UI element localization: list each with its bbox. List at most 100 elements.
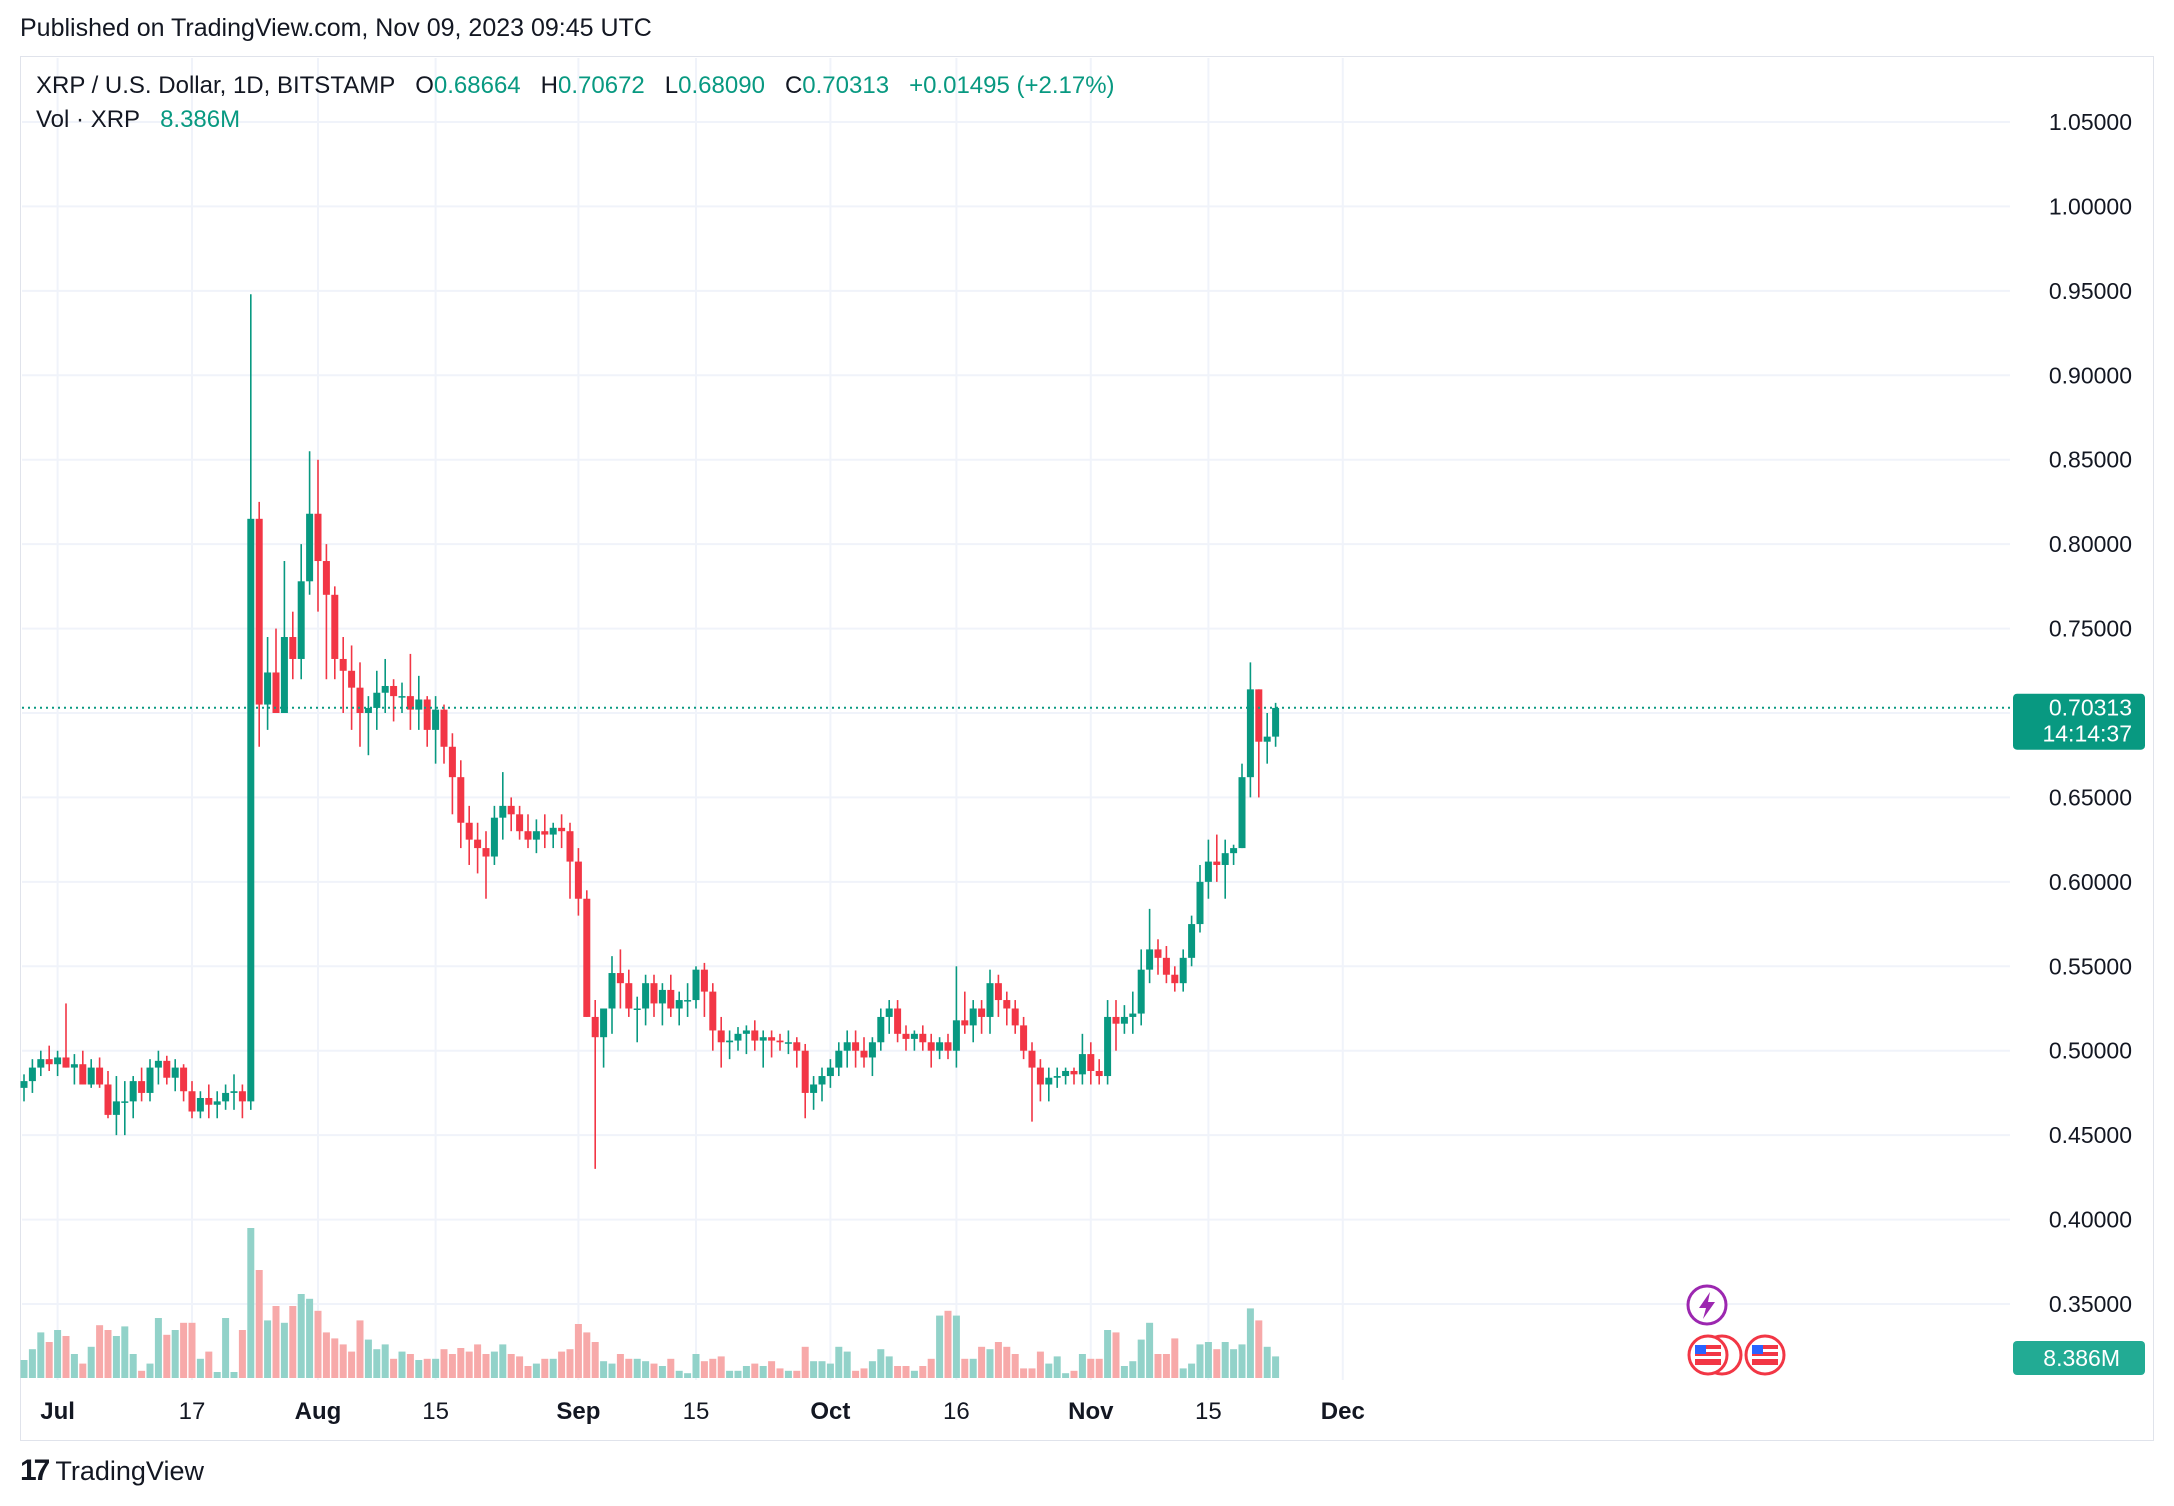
volume-tag-label: 8.386M: [2043, 1345, 2120, 1371]
candle-body: [222, 1092, 230, 1102]
candle-body: [1045, 1077, 1053, 1085]
candle-body: [1120, 1016, 1128, 1024]
volume-bar: [238, 1330, 246, 1378]
volume-bar: [1230, 1349, 1238, 1378]
candle-body: [247, 518, 255, 1102]
volume-bar: [230, 1372, 238, 1378]
candle-body: [213, 1101, 221, 1105]
us-flag-icon[interactable]: [1744, 1334, 1786, 1376]
footer-brand[interactable]: 17 TradingView: [20, 1454, 204, 1488]
candle-body: [163, 1060, 171, 1078]
volume-bar: [658, 1366, 666, 1378]
time-tick-label: Oct: [810, 1398, 850, 1425]
time-tick-label: 15: [683, 1398, 710, 1425]
brand-name: TradingView: [55, 1455, 204, 1486]
candle-body: [390, 685, 398, 697]
volume-bar: [1062, 1373, 1070, 1378]
volume-bar: [1179, 1368, 1187, 1378]
volume-bar: [1162, 1354, 1170, 1378]
candle-body: [642, 983, 650, 1009]
candle-body: [894, 1008, 902, 1034]
candle-body: [1011, 1008, 1019, 1026]
candle-body: [54, 1057, 62, 1065]
volume-bar: [566, 1349, 574, 1378]
volume-bar: [499, 1344, 507, 1378]
volume-bar: [45, 1342, 53, 1378]
candle-body: [675, 1000, 683, 1009]
volume-bar: [910, 1370, 918, 1378]
candle-body: [121, 1101, 129, 1103]
volume-bar: [121, 1326, 129, 1378]
volume-bar: [1028, 1368, 1036, 1378]
volume-bar: [877, 1349, 885, 1378]
candle-body: [633, 1008, 641, 1010]
candle-body: [952, 1020, 960, 1051]
candle-body: [87, 1067, 95, 1085]
candle-body: [608, 973, 616, 1009]
symbol-label[interactable]: XRP / U.S. Dollar, 1D, BITSTAMP: [36, 72, 396, 99]
volume-bar: [87, 1346, 95, 1378]
candle-body: [818, 1076, 826, 1085]
candle-body: [625, 983, 633, 1009]
volume-bar: [784, 1370, 792, 1378]
volume-bar: [902, 1366, 910, 1378]
time-tick-label: Sep: [556, 1398, 600, 1425]
volume-bar: [415, 1360, 423, 1378]
volume-bar: [1087, 1358, 1095, 1378]
volume-bar: [138, 1370, 146, 1378]
volume-bar: [255, 1270, 263, 1378]
price-tick-label: 0.80000: [2049, 531, 2132, 557]
volume-bar: [583, 1332, 591, 1378]
candle-body: [877, 1016, 885, 1043]
volume-bar: [969, 1358, 977, 1378]
volume-bar: [129, 1354, 137, 1378]
volume-layer: [20, 1228, 1280, 1378]
volume-bar: [793, 1370, 801, 1378]
volume-bar: [482, 1354, 490, 1378]
volume-bar: [1003, 1346, 1011, 1378]
open-key: O: [415, 72, 434, 99]
lightning-icon[interactable]: [1686, 1284, 1728, 1326]
volume-bar: [1188, 1363, 1196, 1378]
volume-bar: [1221, 1342, 1229, 1378]
volume-bar: [1112, 1332, 1120, 1378]
volume-bar: [684, 1373, 692, 1378]
candle-body: [709, 991, 717, 1031]
candle-body: [532, 831, 540, 840]
candle-body: [658, 989, 666, 1004]
candle-body: [885, 1008, 893, 1017]
candle-body: [1246, 689, 1254, 778]
candle-body: [499, 805, 507, 818]
us-flag-icon[interactable]: [1687, 1334, 1729, 1376]
volume-legend: Vol · XRP 8.386M: [36, 106, 240, 134]
candle-body: [171, 1067, 179, 1078]
volume-bar: [423, 1358, 431, 1378]
candle-body: [600, 1008, 608, 1038]
candle-body: [1087, 1054, 1095, 1071]
candle-body: [188, 1091, 196, 1112]
volume-bar: [104, 1330, 112, 1378]
volume-bar: [373, 1349, 381, 1378]
candle-body: [112, 1101, 120, 1115]
candle-body: [726, 1040, 734, 1043]
candle-body: [860, 1050, 868, 1058]
volume-bar: [364, 1339, 372, 1378]
volume-key[interactable]: Vol · XRP: [36, 106, 141, 133]
volume-bar: [1036, 1351, 1044, 1378]
volume-bar: [62, 1336, 70, 1378]
volume-bar: [994, 1342, 1002, 1378]
candle-body: [759, 1037, 767, 1041]
volume-bar: [524, 1366, 532, 1378]
volume-bar: [591, 1342, 599, 1378]
candle-body: [1062, 1070, 1070, 1077]
volume-bar: [398, 1351, 406, 1378]
price-tick-label: 0.35000: [2049, 1291, 2132, 1317]
volume-bar: [810, 1361, 818, 1378]
candle-body: [910, 1033, 918, 1039]
candle-body: [1255, 689, 1263, 742]
volume-bar: [944, 1310, 952, 1378]
price-tick-label: 1.05000: [2049, 109, 2132, 135]
candle-body: [297, 581, 305, 659]
candle-body: [138, 1081, 146, 1093]
